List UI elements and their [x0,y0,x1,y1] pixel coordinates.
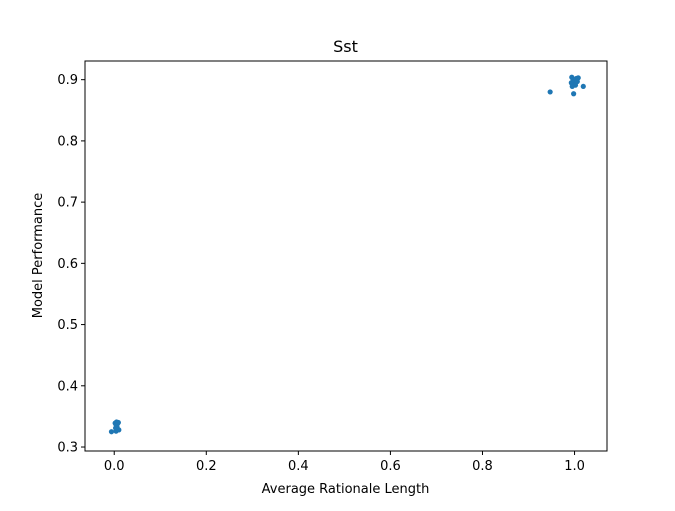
y-tick-label: 0.3 [57,441,78,456]
x-tick-label: 0.2 [196,459,217,474]
data-point [569,83,575,90]
y-axis-label: Model Performance [31,193,46,319]
data-point [571,91,577,97]
data-point [113,425,119,431]
scatter-points [108,74,586,435]
y-tick-label: 0.6 [57,257,78,272]
x-tick-label: 1.0 [564,459,585,474]
data-point [547,89,553,95]
y-tick-label: 0.8 [57,134,78,149]
x-tick-label: 0.0 [104,459,125,474]
x-axis-label: Average Rationale Length [262,482,430,497]
axes-frame [84,60,608,452]
x-axis-ticks: 0.0 0.2 0.4 0.6 0.8 1.0 [104,451,585,474]
data-point [574,78,580,85]
data-point [108,429,115,435]
x-tick-label: 0.6 [380,459,401,474]
y-tick-label: 0.9 [57,73,78,88]
data-point [580,83,586,90]
y-tick-label: 0.5 [57,318,78,333]
x-tick-label: 0.4 [288,459,309,474]
y-tick-label: 0.4 [57,379,78,394]
chart-title: Sst [333,37,358,56]
data-point [115,419,121,426]
plot-area: 0.0 0.2 0.4 0.6 0.8 1.0 0.3 0.4 0.5 0.6 0.7 0.8 0.9 [57,60,608,474]
y-axis-ticks: 0.3 0.4 0.5 0.6 0.7 0.8 0.9 [57,73,85,456]
y-tick-label: 0.7 [57,196,78,211]
x-tick-label: 0.8 [472,459,493,474]
